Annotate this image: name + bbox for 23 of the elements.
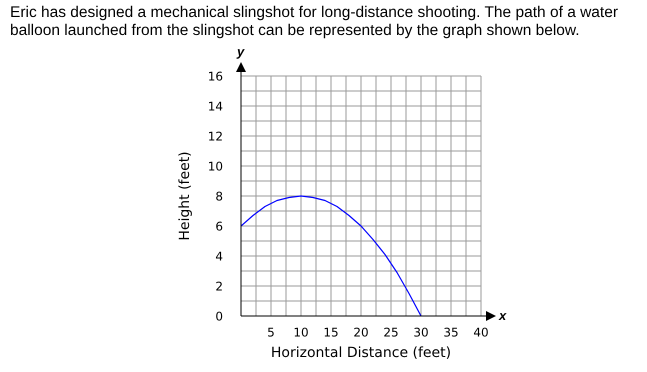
x-tick-label: 5 <box>267 326 275 340</box>
line-series <box>241 195 422 316</box>
y-tick-label: 6 <box>215 219 223 234</box>
text: x <box>499 308 506 323</box>
y-tick-label: 14 <box>208 99 223 114</box>
y-tick-label: 4 <box>215 249 223 264</box>
chart-title: Eric has designed a mechanical slingshot for long-distance shooting. The path of a water balloon launched from the slingshot can be represented by the graph shown below. <box>10 4 620 40</box>
x-tick-label: 40 <box>473 326 489 340</box>
x-tick-label: 35 <box>443 326 459 340</box>
y-tick-label: 16 <box>208 69 223 84</box>
y-tick-label: 8 <box>215 189 223 204</box>
x-tick-label: 30 <box>413 326 429 340</box>
y-tick-label: 12 <box>208 129 223 144</box>
x-tick-label: 15 <box>323 326 339 340</box>
x-axis-title: Horizontal Distance (feet) <box>270 345 452 361</box>
x-tick-label: 20 <box>353 326 369 340</box>
y-tick-label: 0 <box>215 309 223 324</box>
y-tick-label: 10 <box>208 159 223 174</box>
y-axis-title: Height (feet) <box>176 151 193 241</box>
x-tick-label: 10 <box>293 326 309 340</box>
text: y <box>237 44 244 59</box>
x-tick-label: 25 <box>383 326 399 340</box>
y-tick-label: 2 <box>215 279 223 294</box>
